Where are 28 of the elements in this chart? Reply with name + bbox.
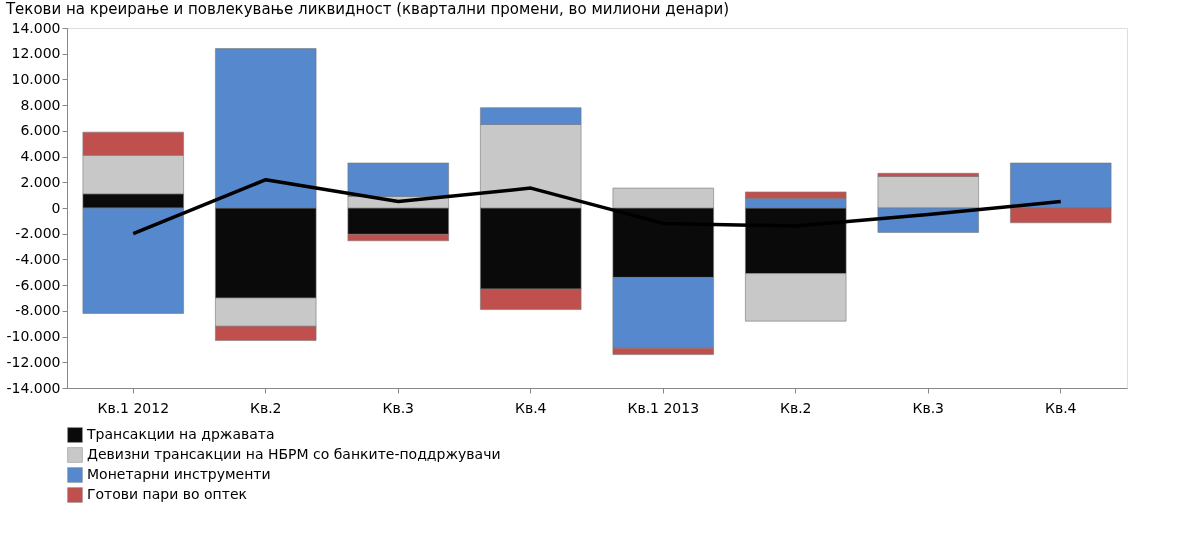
y-tick-label: -4.000 (15, 250, 61, 267)
legend-label: Монетарни инструменти (87, 466, 271, 482)
y-tick-label: -6.000 (15, 276, 61, 293)
y-tick-label: -2.000 (15, 225, 61, 242)
y-tick-label: -12.000 (6, 353, 61, 370)
chart-title: Текови на креирање и повлекување ликвидност (квартални промени, во милиони денари) (4, 0, 730, 18)
y-tick-label: 2.000 (20, 173, 61, 190)
y-tick-label: -8.000 (15, 302, 61, 319)
y-tick-label: 6.000 (20, 122, 61, 139)
y-tick-label: 4.000 (20, 148, 61, 165)
x-tick-label: Кв.2 (779, 399, 812, 416)
y-tick-label: -14.000 (6, 379, 61, 396)
x-tick-label: Кв.2 (249, 399, 282, 416)
legend-label: Трансакции на државата (86, 426, 275, 442)
legend-label: Готови пари во оптек (87, 486, 248, 502)
y-tick-label: 0 (51, 199, 61, 216)
y-tick-label: 14.000 (11, 19, 61, 36)
x-tick-label: Кв.3 (912, 399, 945, 416)
y-tick-label: 10.000 (11, 70, 61, 87)
x-tick-label: Кв.4 (1044, 399, 1077, 416)
y-tick-label: 12.000 (11, 45, 61, 62)
y-tick-label: -10.000 (6, 328, 61, 345)
y-tick-label: 8.000 (20, 96, 61, 113)
x-tick-label: Кв.3 (382, 399, 415, 416)
x-tick-label: Кв.4 (514, 399, 547, 416)
x-tick-label: Кв.1 2012 (97, 399, 170, 416)
legend-label: Девизни трансакции на НБРМ со банките-поддржувачи (87, 446, 501, 462)
x-tick-label: Кв.1 2013 (627, 399, 700, 416)
